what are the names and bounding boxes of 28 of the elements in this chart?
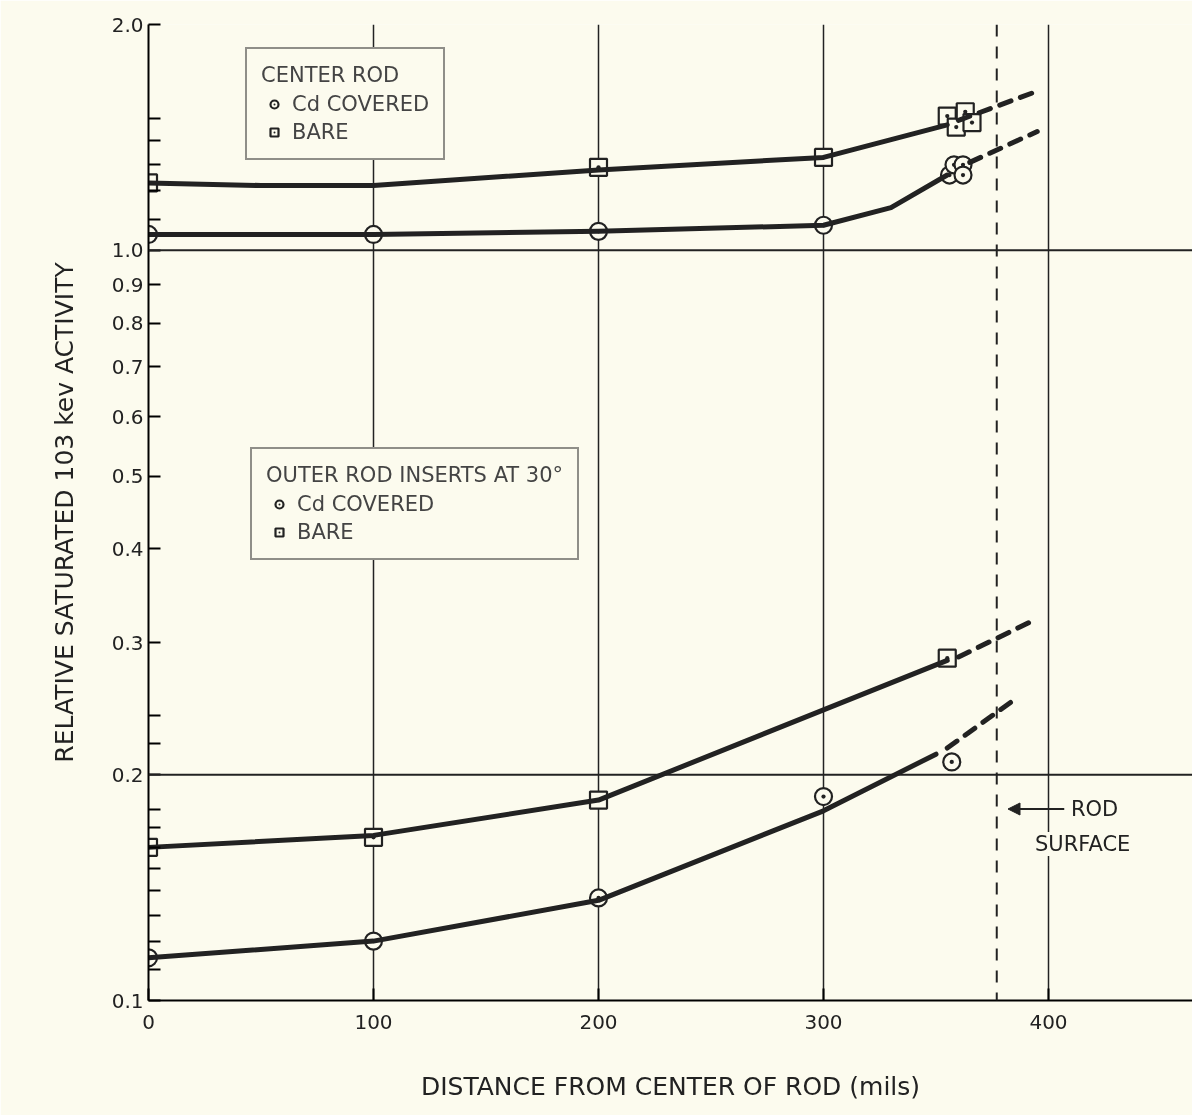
x-tick-label: 400 — [1029, 1009, 1068, 1034]
legend-label: Cd COVERED — [292, 92, 430, 116]
annotation: OUTER ROD INSERTS AT 30° — [266, 463, 564, 487]
point — [942, 752, 962, 772]
y-tick-label: 0.5 — [111, 464, 144, 489]
y-tick-label: 2.0 — [111, 12, 144, 37]
x-axis-title: DISTANCE FROM CENTER OF ROD (mils) — [420, 1071, 921, 1101]
ref-line-label: ROD SURFACE — [1035, 797, 1131, 856]
x-tick-label: 100 — [354, 1009, 393, 1034]
y-tick-label: 0.7 — [111, 354, 144, 379]
legend-label: Cd COVERED — [297, 492, 435, 516]
legend-label: BARE — [297, 520, 354, 544]
y-tick-label: 0.1 — [111, 988, 144, 1013]
y-tick-label: 0.4 — [111, 536, 144, 561]
y-tick-label: 0.6 — [111, 404, 144, 429]
legend-label: BARE — [292, 120, 349, 144]
y-tick-label: 0.8 — [111, 311, 144, 336]
y-axis-title: RELATIVE SATURATED 103 kev ACTIVITY — [49, 261, 79, 763]
point — [953, 165, 973, 185]
x-tick-label: 300 — [804, 1009, 843, 1034]
y-tick-label: 0.3 — [111, 630, 144, 655]
x-tick-label: 200 — [579, 1009, 618, 1034]
legend-title: CENTER ROD — [261, 63, 401, 87]
x-tick-label: 0 — [142, 1009, 155, 1034]
y-tick-label: 0.2 — [111, 762, 144, 787]
y-tick-label: 0.9 — [111, 272, 144, 297]
y-tick-label: 1.0 — [111, 238, 144, 263]
point — [813, 786, 834, 807]
